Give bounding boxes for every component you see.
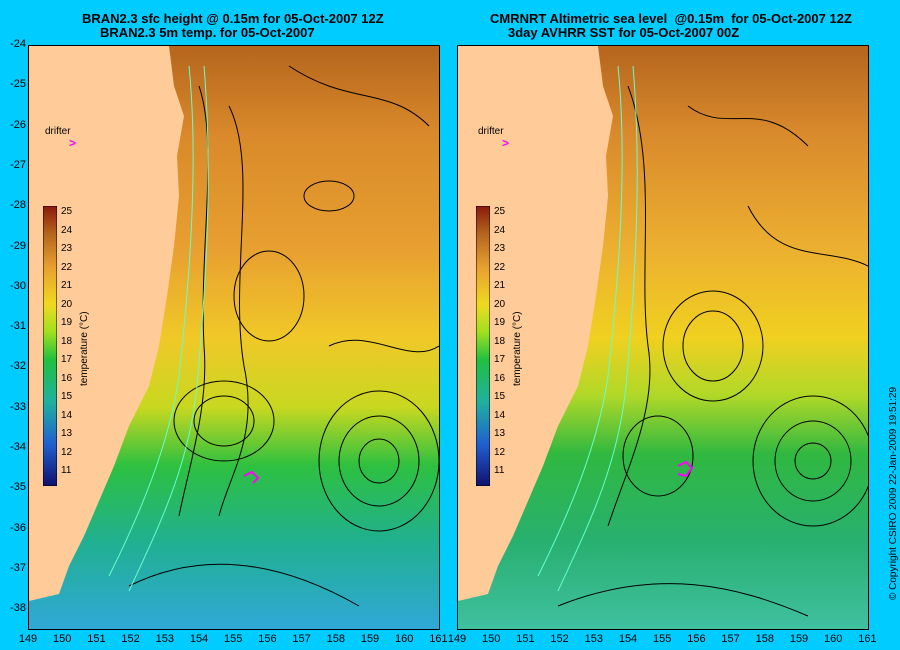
y-axis-labels: -24 -25 -26 -27 -28 -29 -30 -31 -32 -33 -34 -35 -36 -… <box>0 0 26 650</box>
y-axis-label: -36 <box>10 521 26 534</box>
colorbar-tick: 21 <box>61 280 73 291</box>
y-axis-label: -37 <box>10 561 26 574</box>
sea-height-contours <box>557 85 868 617</box>
colorbar-tick: 24 <box>61 224 73 236</box>
x-axis-label: 160 <box>824 633 843 645</box>
x-axis-label: 157 <box>292 633 311 645</box>
y-axis-label: -24 <box>10 38 26 50</box>
drifter-track <box>677 460 694 478</box>
colorbar-tick: 14 <box>61 409 73 421</box>
colorbar-tick: 18 <box>61 335 73 347</box>
colorbar-tick: 23 <box>494 243 506 254</box>
x-axis-label: 152 <box>121 633 140 645</box>
colorbar-tick: 23 <box>61 243 73 254</box>
x-axis-label: 151 <box>516 633 535 645</box>
colorbar-tick: 12 <box>61 446 73 458</box>
colorbar-tick: 17 <box>494 354 506 365</box>
x-axis-label: 157 <box>721 633 740 645</box>
colorbar-tick: 16 <box>61 372 73 384</box>
x-axis-label: 155 <box>224 633 243 645</box>
colorbar-tick: 17 <box>61 354 73 365</box>
x-axis-label: 151 <box>87 633 106 645</box>
colorbar-tick: 22 <box>494 261 506 273</box>
colorbar <box>476 206 490 486</box>
drifter-label: drifter <box>45 126 71 137</box>
right-title-line1: CMRNRT Altimetric sea level @0.15m for 0… <box>490 11 852 26</box>
drifter-track <box>243 470 260 484</box>
right-map-svg <box>458 46 868 629</box>
isobath-contours <box>537 65 638 592</box>
colorbar-ticks-left: 25 24 23 22 21 20 19 18 17 16 15 14 13 12 11 <box>61 206 81 486</box>
y-axis-label: -27 <box>10 158 26 171</box>
colorbar-tick: 21 <box>494 280 506 291</box>
drifter-label: drifter <box>478 126 504 137</box>
colorbar-tick: 18 <box>494 335 506 347</box>
y-axis-label: -29 <box>10 239 26 252</box>
colorbar-tick: 20 <box>494 298 506 310</box>
x-axis-label: 149 <box>447 633 467 645</box>
y-axis-label: -25 <box>10 78 26 91</box>
drifter-marker: > <box>502 136 510 150</box>
colorbar-tick: 15 <box>61 391 73 402</box>
y-axis-label: -35 <box>10 481 26 494</box>
colorbar-tick: 13 <box>494 428 506 439</box>
x-axis-label: 158 <box>755 633 774 645</box>
x-axis-label: 153 <box>584 633 603 645</box>
x-axis-label: 161 <box>858 633 877 645</box>
left-map-panel[interactable]: drifter > 25 24 23 22 21 20 19 18 17 16 15 14 13 12 11… <box>28 45 440 630</box>
colorbar-title-right: temperature (°C) <box>512 311 523 386</box>
y-axis-label: -32 <box>10 360 26 373</box>
land-mass <box>458 46 613 601</box>
x-axis-label: 159 <box>789 633 809 645</box>
right-map-panel[interactable]: drifter > 25 24 23 22 21 20 19 18 17 16 15 14 13 12 11… <box>457 45 869 630</box>
y-axis-label: -33 <box>10 400 26 413</box>
left-title-line1: BRAN2.3 sfc height @ 0.15m for 05-Oct-20… <box>82 11 384 26</box>
x-axis-label: 150 <box>482 633 501 645</box>
x-axis-label: 159 <box>360 633 380 645</box>
right-title-line2: 3day AVHRR SST for 05-Oct-2007 00Z <box>508 25 740 40</box>
colorbar <box>43 206 57 486</box>
y-axis-label: -30 <box>10 279 26 292</box>
land-mass <box>29 46 184 601</box>
colorbar-tick: 11 <box>61 465 72 476</box>
colorbar-tick: 16 <box>494 372 506 384</box>
x-axis-label: 156 <box>687 633 706 645</box>
colorbar-tick: 12 <box>494 446 506 458</box>
colorbar-tick: 15 <box>494 391 506 402</box>
x-axis-label: 150 <box>53 633 72 645</box>
y-axis-label: -38 <box>10 602 26 615</box>
isobath-contours <box>108 65 209 592</box>
copyright-note: © Copyright CSIRO 2009 22-Jan-2009 19:51… <box>888 386 899 600</box>
y-axis-label: -28 <box>10 199 26 212</box>
x-axis-label: 161 <box>429 633 448 645</box>
colorbar-tick: 13 <box>61 428 73 439</box>
left-map-svg <box>29 46 439 629</box>
y-axis-label: -26 <box>10 118 26 131</box>
colorbar-tick: 19 <box>494 317 506 328</box>
x-axis-label: 156 <box>258 633 277 645</box>
colorbar-tick: 25 <box>61 206 73 217</box>
colorbar-tick: 14 <box>494 409 506 421</box>
x-axis-label: 153 <box>155 633 174 645</box>
left-title-line2: BRAN2.3 5m temp. for 05-Oct-2007 <box>100 25 315 40</box>
colorbar-tick: 11 <box>494 465 505 476</box>
colorbar-title-left: temperature (°C) <box>79 311 90 386</box>
x-axis-label: 155 <box>653 633 672 645</box>
x-axis-label: 154 <box>618 633 638 645</box>
colorbar-tick: 22 <box>61 261 73 273</box>
colorbar-tick: 20 <box>61 298 73 310</box>
x-axis-label: 149 <box>18 633 38 645</box>
y-axis-label: -31 <box>10 320 26 333</box>
colorbar-ticks-right: 25 24 23 22 21 20 19 18 17 16 15 14 13 12 11 <box>494 206 514 486</box>
x-axis-label: 160 <box>395 633 414 645</box>
colorbar-tick: 25 <box>494 206 506 217</box>
y-axis-label: -34 <box>10 441 26 453</box>
colorbar-tick: 19 <box>61 317 73 328</box>
x-axis-label: 152 <box>550 633 569 645</box>
drifter-marker: > <box>69 136 77 150</box>
x-axis-label: 158 <box>326 633 345 645</box>
x-axis-label: 154 <box>189 633 209 645</box>
colorbar-tick: 24 <box>494 224 506 236</box>
